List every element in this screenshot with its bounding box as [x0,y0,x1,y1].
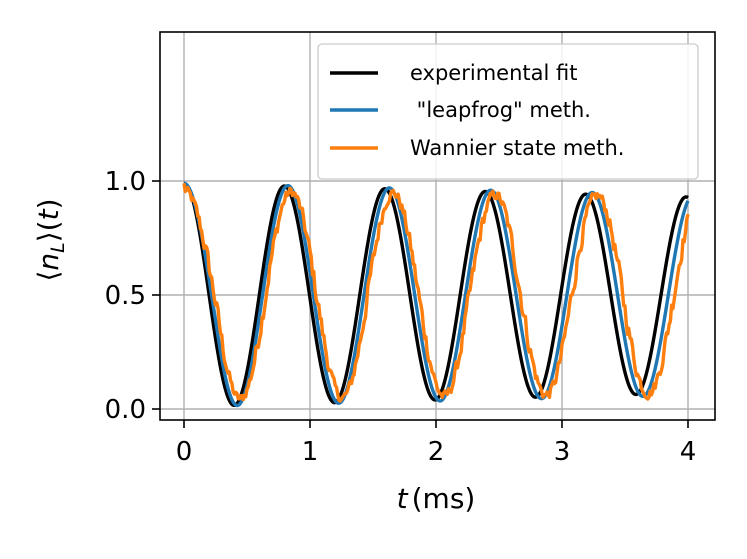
x-tick-label: 3 [554,437,571,467]
y-axis-label-var2: t [32,208,65,220]
x-tick-label: 2 [428,437,445,467]
legend-label: "leapfrog" meth. [410,98,591,122]
x-axis-label-var: t [397,482,409,515]
y-axis-label-var: n [32,253,65,271]
y-axis-label-close: ⟩( [32,220,65,242]
x-tick-label: 4 [680,437,697,467]
y-axis-label-sub: L [47,242,69,253]
series-line [182,183,690,403]
x-tick-label: 0 [176,437,193,467]
legend: experimental fit "leapfrog" meth. Wannier… [317,43,699,180]
legend-box [317,43,699,180]
legend-label: experimental fit [410,61,577,85]
series-line [182,181,690,408]
x-tick-label: 1 [302,437,319,467]
legend-label: Wannier state meth. [410,136,624,160]
y-tick-label: 1.0 [105,167,146,197]
y-tick-label: 0.0 [105,395,146,425]
ticks: 0 1 2 3 4 0.0 0.5 1.0 [105,167,697,467]
x-axis-label: t (ms) [397,482,476,515]
x-axis-label-unit: (ms) [412,482,476,515]
axes-frame [159,31,716,421]
y-tick-label: 0.5 [105,281,146,311]
plot-lines [182,181,690,408]
y-axis-label-open: ⟨ [32,271,65,282]
y-axis-label-end: ) [32,198,65,209]
y-axis-label: ⟨nL⟩(t) [32,198,69,281]
